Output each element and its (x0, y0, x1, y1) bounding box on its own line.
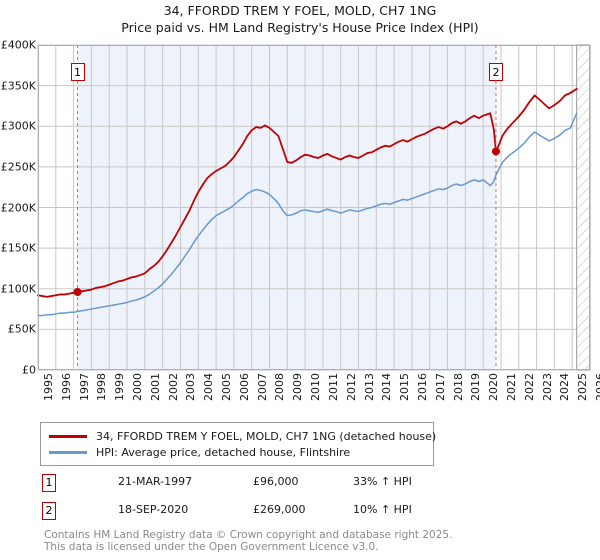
sale-date: 18-SEP-2020 (118, 503, 189, 516)
x-tick-label: 2024 (558, 373, 572, 401)
x-tick-label: 2016 (415, 373, 429, 401)
chart-marker-badge-1: 1 (70, 63, 85, 81)
x-tick-label: 2023 (540, 373, 554, 401)
sale-price: £269,000 (253, 503, 306, 516)
x-tick-label: 1999 (113, 373, 127, 401)
y-tick-label: £150K (0, 241, 36, 255)
sale-price: £96,000 (253, 475, 299, 488)
sale-row: 2 18-SEP-2020 £269,000 10% ↑ HPI (40, 500, 460, 528)
y-tick-label: £200K (0, 201, 36, 214)
x-tick-label: 2021 (504, 373, 518, 401)
x-tick-label: 2019 (469, 373, 483, 401)
y-tick-label: £0 (22, 363, 36, 377)
x-axis-labels: 1995 1996 1997 1998 1999 2000 2001 2002 2003 2004… (38, 373, 600, 413)
sale-marker-badge: 2 (42, 502, 56, 520)
sale-hpi-delta: 10% ↑ HPI (353, 503, 412, 516)
sales-table: 1 21-MAR-1997 £96,000 33% ↑ HPI 2 18-SEP-2020… (40, 472, 460, 528)
legend-item: HPI: Average price, detached house, Flin… (49, 444, 425, 460)
page-title: 34, FFORDD TREM Y FOEL, MOLD, CH7 1NG (163, 3, 437, 18)
x-tick-label: 2004 (202, 373, 216, 401)
x-tick-label: 2001 (148, 373, 162, 401)
page-subtitle: Price paid vs. HM Land Registry's House … (121, 20, 479, 35)
sale-marker-badge: 1 (42, 474, 56, 492)
series-line-hpi (37, 112, 578, 317)
x-tick-label: 2008 (273, 373, 287, 401)
x-tick-label: 1998 (95, 373, 109, 401)
y-axis-labels: £0 £50K £100K £150K £200K £250K £300K £350K £400… (0, 39, 600, 377)
y-tick-label: £250K (0, 160, 36, 174)
no-data-region (576, 44, 591, 371)
x-tick-label: 2003 (184, 373, 198, 401)
x-tick-label: 2010 (309, 373, 323, 401)
legend-item: 34, FFORDD TREM Y FOEL, MOLD, CH7 1NG (d… (49, 428, 436, 444)
footer-attribution: Contains HM Land Registry data © Crown c… (44, 529, 584, 553)
series-line-property (37, 87, 578, 298)
x-tick-label: 1995 (42, 373, 55, 401)
x-tick-label: 1997 (77, 373, 91, 401)
x-tick-label: 2009 (291, 373, 305, 401)
footer-line-1: Contains HM Land Registry data © Crown c… (44, 529, 453, 541)
x-tick-label: 2017 (433, 373, 447, 401)
legend-swatch (49, 450, 87, 454)
x-tick-label: 2002 (166, 373, 180, 401)
x-tick-label: 2005 (220, 373, 234, 401)
y-tick-label: £300K (0, 119, 36, 133)
x-tick-label: 2020 (487, 373, 501, 401)
y-tick-label: £50K (7, 322, 36, 336)
x-tick-label: 1996 (59, 373, 73, 401)
legend-label: 34, FFORDD TREM Y FOEL, MOLD, CH7 1NG (d… (96, 429, 437, 443)
title-block: 34, FFORDD TREM Y FOEL, MOLD, CH7 1NG Pr… (0, 2, 600, 36)
x-tick-label: 2007 (255, 373, 269, 401)
footer-line-2: This data is licensed under the Open Gov… (44, 541, 379, 553)
legend-label: HPI: Average price, detached house, Flin… (96, 445, 351, 459)
legend-swatch (49, 434, 87, 438)
y-tick-label: £350K (0, 79, 36, 93)
x-tick-label: 2026 (594, 373, 600, 401)
x-tick-label: 2000 (131, 373, 145, 401)
y-tick-label: £400K (0, 38, 36, 52)
x-tick-label: 2018 (451, 373, 465, 401)
x-tick-label: 2022 (522, 373, 536, 401)
sale-point (491, 147, 500, 156)
chart-marker-badge-2: 2 (488, 63, 503, 81)
x-tick-label: 2011 (326, 373, 340, 401)
x-tick-label: 2015 (398, 373, 412, 401)
sale-date: 21-MAR-1997 (118, 475, 193, 488)
sale-row: 1 21-MAR-1997 £96,000 33% ↑ HPI (40, 472, 460, 500)
x-tick-label: 2014 (380, 373, 394, 401)
x-tick-label: 2013 (362, 373, 376, 401)
chart-legend: 34, FFORDD TREM Y FOEL, MOLD, CH7 1NG (d… (40, 422, 436, 466)
sale-hpi-delta: 33% ↑ HPI (353, 475, 412, 488)
chart-svg (37, 44, 591, 371)
x-tick-label: 2025 (576, 373, 590, 401)
y-tick-label: £100K (0, 282, 36, 296)
x-tick-label: 2012 (344, 373, 358, 401)
sale-point (73, 288, 82, 296)
x-tick-label: 2006 (237, 373, 251, 401)
